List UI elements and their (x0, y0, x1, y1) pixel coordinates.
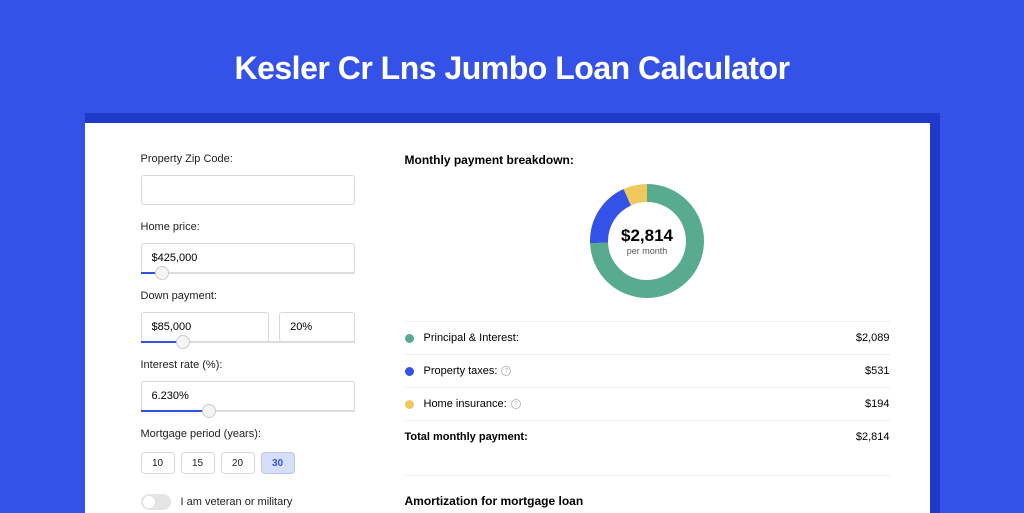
legend-label: Property taxes:? (424, 365, 866, 377)
total-value: $2,814 (856, 431, 890, 443)
page-title: Kesler Cr Lns Jumbo Loan Calculator (234, 50, 789, 87)
donut-center: $2,814 per month (587, 181, 707, 301)
slider-thumb[interactable] (202, 404, 216, 418)
period-option-30[interactable]: 30 (261, 452, 295, 474)
down-payment-label: Down payment: (141, 290, 355, 302)
form-panel: Property Zip Code: Home price: Down paym… (85, 153, 375, 513)
total-label: Total monthly payment: (405, 431, 856, 443)
page-root: Kesler Cr Lns Jumbo Loan Calculator Prop… (0, 0, 1024, 513)
interest-slider[interactable] (141, 410, 355, 412)
donut-wrap: $2,814 per month (405, 181, 890, 301)
legend-row: Home insurance:?$194 (405, 387, 890, 421)
interest-input[interactable] (141, 381, 355, 411)
legend-label: Principal & Interest: (424, 332, 856, 344)
zip-label: Property Zip Code: (141, 153, 355, 165)
info-icon[interactable]: ? (501, 366, 511, 376)
legend-dot (405, 334, 414, 343)
legend-value: $2,089 (856, 332, 890, 344)
veteran-row: I am veteran or military (141, 494, 355, 510)
calculator-card: Property Zip Code: Home price: Down paym… (85, 123, 930, 513)
interest-label: Interest rate (%): (141, 359, 355, 371)
veteran-toggle[interactable] (141, 494, 171, 510)
legend-value: $194 (865, 398, 889, 410)
period-label: Mortgage period (years): (141, 428, 355, 440)
breakdown-panel: Monthly payment breakdown: $2,814 per mo… (375, 153, 930, 513)
legend-dot (405, 367, 414, 376)
legend-value: $531 (865, 365, 889, 377)
legend-label: Home insurance:? (424, 398, 866, 410)
down-payment-input[interactable] (141, 312, 270, 342)
period-option-20[interactable]: 20 (221, 452, 255, 474)
payment-donut-chart: $2,814 per month (587, 181, 707, 301)
donut-sub: per month (627, 246, 668, 256)
amortization-title: Amortization for mortgage loan (405, 475, 890, 508)
donut-amount: $2,814 (621, 226, 673, 246)
period-option-10[interactable]: 10 (141, 452, 175, 474)
period-options: 10 15 20 30 (141, 452, 355, 474)
legend-row: Principal & Interest:$2,089 (405, 321, 890, 354)
slider-thumb[interactable] (155, 266, 169, 280)
total-row: Total monthly payment: $2,814 (405, 421, 890, 453)
home-price-slider[interactable] (141, 272, 355, 274)
home-price-label: Home price: (141, 221, 355, 233)
slider-thumb[interactable] (176, 335, 190, 349)
period-option-15[interactable]: 15 (181, 452, 215, 474)
breakdown-title: Monthly payment breakdown: (405, 153, 890, 167)
card-shadow: Property Zip Code: Home price: Down paym… (85, 113, 940, 513)
legend-dot (405, 400, 414, 409)
home-price-input[interactable] (141, 243, 355, 273)
zip-input[interactable] (141, 175, 355, 205)
down-payment-pct-input[interactable] (279, 312, 354, 342)
down-payment-slider[interactable] (141, 341, 355, 343)
legend-row: Property taxes:?$531 (405, 354, 890, 387)
info-icon[interactable]: ? (511, 399, 521, 409)
veteran-label: I am veteran or military (181, 496, 293, 508)
